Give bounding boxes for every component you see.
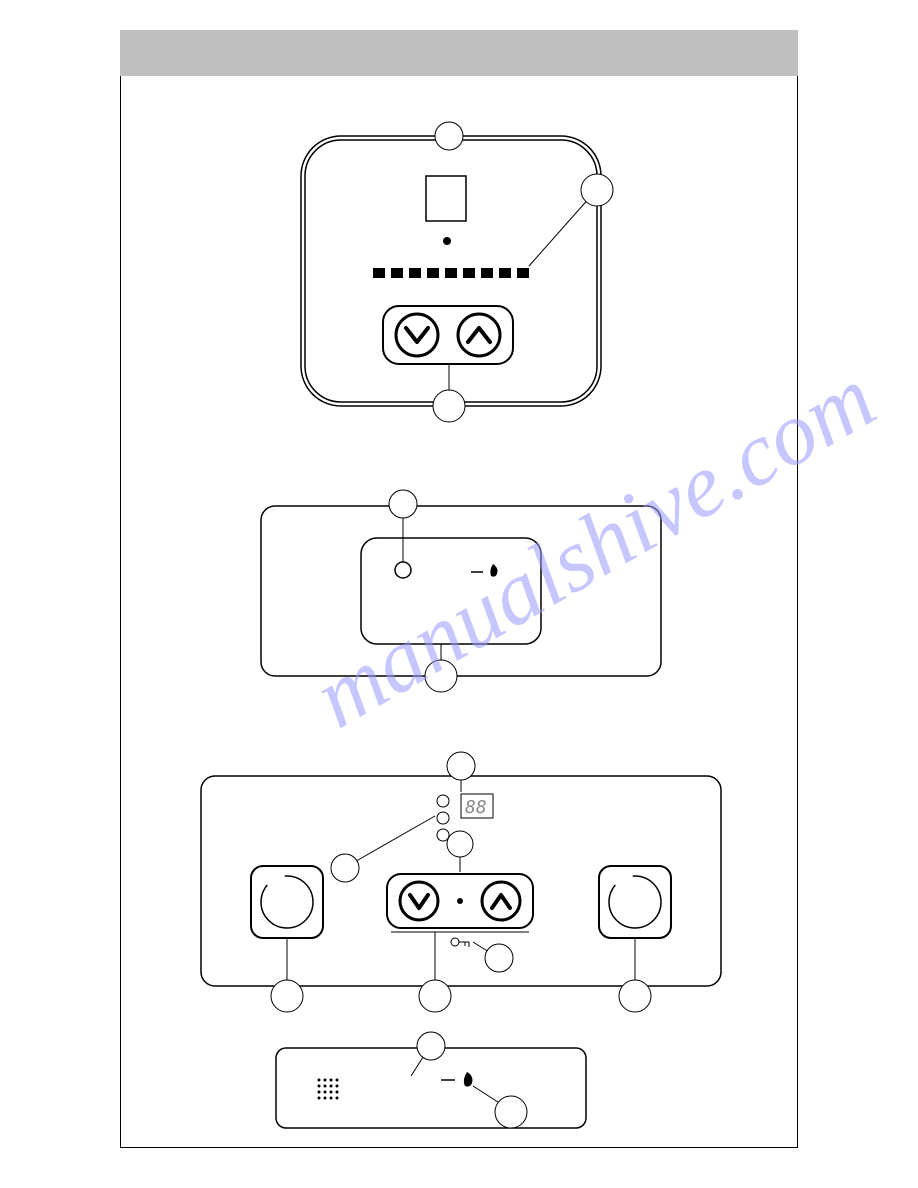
callout-3-center bbox=[447, 831, 473, 857]
panel-3-led-2 bbox=[437, 812, 449, 824]
panel-2-flame-icon bbox=[490, 564, 497, 577]
panel-3-display-value: 88 bbox=[465, 797, 487, 818]
callout-3-br bbox=[619, 980, 651, 1012]
callout-1-top bbox=[435, 122, 463, 150]
panel-3-right-knob[interactable] bbox=[609, 876, 661, 928]
callout-3-left-high bbox=[331, 854, 359, 882]
header-bar bbox=[120, 30, 798, 76]
panel-1-up-button[interactable] bbox=[458, 314, 500, 356]
callout-3-bl bbox=[271, 980, 303, 1012]
panel-3-led-3 bbox=[437, 829, 449, 841]
callout-1-bottom bbox=[433, 390, 465, 422]
panel-2-outer bbox=[261, 506, 661, 676]
page-frame: manualshive.com bbox=[120, 76, 798, 1148]
panel-3-left-knob[interactable] bbox=[261, 876, 313, 928]
panel-3-right-knob-frame bbox=[599, 866, 671, 938]
panel-1-button-frame bbox=[383, 306, 513, 364]
panel-2-inner bbox=[361, 538, 541, 644]
panel-1-center-dot bbox=[443, 237, 451, 245]
panel-3-key-icon bbox=[451, 938, 459, 946]
callout-3-top bbox=[447, 752, 475, 780]
panel-3-left-knob-frame bbox=[251, 866, 323, 938]
panel-3: 88 bbox=[121, 746, 799, 1026]
callout-1-right bbox=[581, 174, 613, 206]
callout-2-top bbox=[389, 490, 417, 518]
callout-4-top bbox=[417, 1032, 445, 1060]
panel-1 bbox=[121, 96, 799, 426]
callout-4-right bbox=[495, 1096, 527, 1128]
panel-4-speaker-grid bbox=[318, 1079, 339, 1100]
panel-3-center-dot bbox=[457, 898, 463, 904]
panel-1-down-button[interactable] bbox=[396, 314, 438, 356]
panel-4 bbox=[121, 1028, 799, 1158]
panel-4-flame-icon bbox=[464, 1072, 473, 1087]
panel-3-up-button[interactable] bbox=[482, 882, 520, 920]
callout-3-bc bbox=[419, 980, 451, 1012]
panel-1-small-square bbox=[426, 176, 466, 221]
panel-2 bbox=[121, 476, 799, 696]
panel-3-led-1 bbox=[437, 795, 449, 807]
callout-3-bcr bbox=[485, 944, 513, 972]
callout-2-bottom bbox=[425, 660, 457, 692]
panel-2-small-button[interactable] bbox=[395, 562, 411, 578]
panel-3-down-button[interactable] bbox=[400, 882, 438, 920]
panel-1-dash-row bbox=[373, 268, 529, 278]
